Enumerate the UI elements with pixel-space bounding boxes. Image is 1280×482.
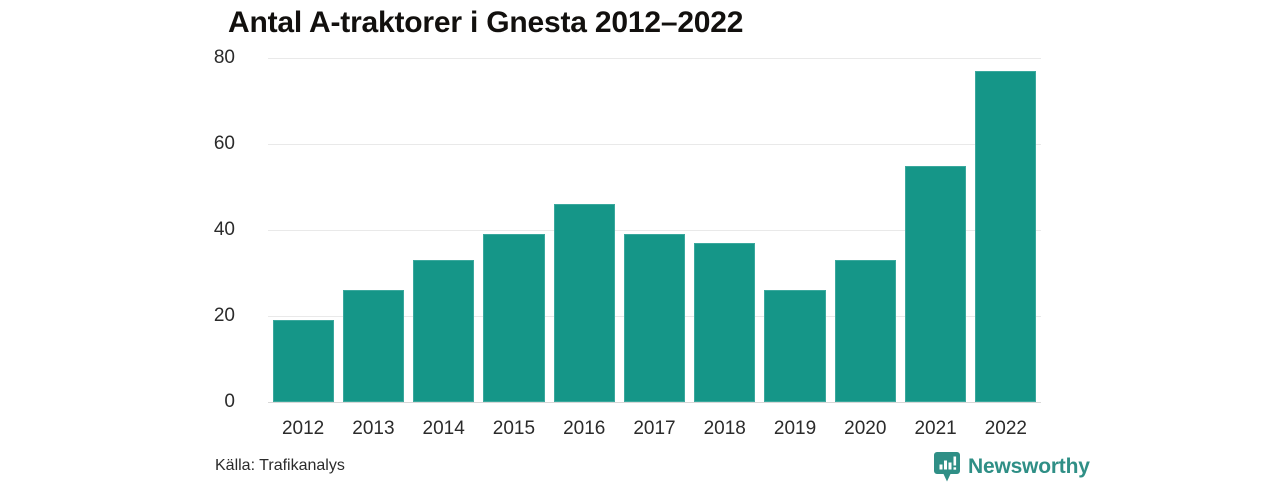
bar-slot [834, 58, 896, 402]
bar-slot [764, 58, 826, 402]
x-axis-tick-label: 2020 [844, 418, 887, 439]
y-axis-tick-label: 80 [213, 47, 235, 68]
newsworthy-logo: Newsworthy [934, 452, 1090, 482]
x-axis-tick-label: 2018 [703, 418, 746, 439]
x-axis-tick-label: 2015 [492, 418, 536, 439]
bar-2018 [694, 242, 756, 402]
bar-2013 [342, 290, 405, 402]
x-axis-tick-label: 2021 [914, 418, 957, 439]
x-axis-tick-label: 2019 [773, 418, 817, 439]
bar-slot [483, 58, 545, 402]
bar-2012 [272, 320, 334, 402]
x-axis-tick-label: 2013 [352, 418, 395, 439]
gridline [268, 58, 1041, 59]
x-axis-tick-label: 2022 [984, 418, 1027, 439]
bar-slot [342, 58, 405, 402]
bar-series [268, 58, 1041, 402]
bar-2017 [623, 234, 686, 402]
newsworthy-wordmark: Newsworthy [968, 455, 1090, 478]
bar-2015 [483, 234, 545, 402]
x-axis-tick-label: 2014 [422, 418, 465, 439]
y-axis-tick-label: 40 [213, 219, 235, 240]
y-axis-tick-label: 20 [213, 305, 235, 326]
bar-2014 [413, 260, 475, 402]
bar-slot [413, 58, 475, 402]
newsworthy-bar-chart-pin-icon [934, 452, 960, 482]
bar-slot [623, 58, 686, 402]
bar-slot [904, 58, 967, 402]
bar-2022 [975, 70, 1037, 402]
bar-slot [694, 58, 756, 402]
bar-slot [975, 58, 1037, 402]
bar-2016 [553, 204, 615, 402]
axis-baseline [268, 402, 1041, 403]
x-axis-tick-label: 2017 [633, 418, 676, 439]
bar-slot [272, 58, 334, 402]
bar-2019 [764, 290, 826, 402]
x-axis-tick-label: 2016 [563, 418, 606, 439]
gridline [268, 144, 1041, 145]
bar-2021 [904, 165, 967, 402]
bar-slot [553, 58, 615, 402]
y-axis-tick-label: 0 [224, 391, 235, 412]
bar-2020 [834, 260, 896, 402]
gridline [268, 230, 1041, 231]
y-axis-tick-label: 60 [213, 133, 235, 154]
x-axis-tick-label: 2012 [281, 418, 325, 439]
source-note: Källa: Trafikanalys [215, 457, 345, 474]
chart-title: Antal A-traktorer i Gnesta 2012–2022 [228, 6, 744, 39]
